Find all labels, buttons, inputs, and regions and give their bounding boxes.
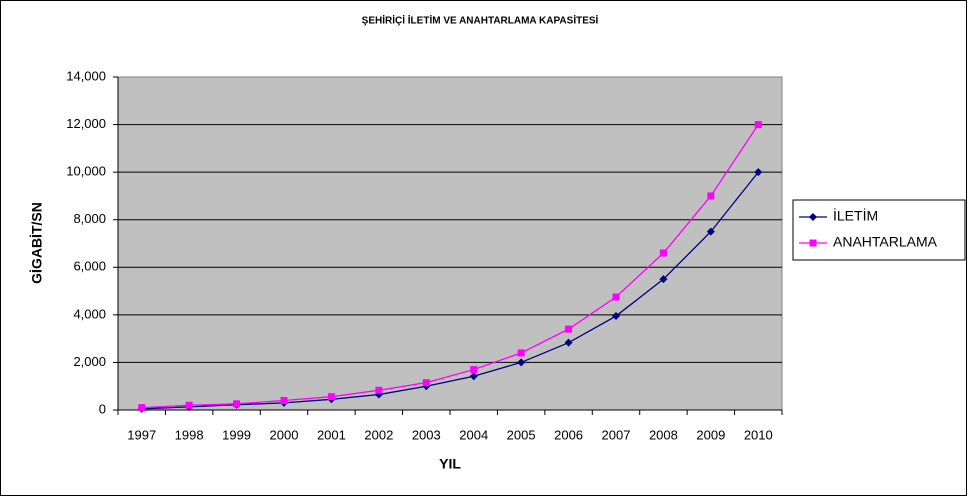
x-tick-label: 2002 [364, 427, 393, 442]
x-tick-label: 2009 [696, 427, 725, 442]
marker [659, 249, 667, 257]
marker [809, 213, 817, 221]
x-axis-label: YIL [439, 456, 461, 472]
marker [517, 358, 526, 367]
marker [612, 293, 620, 301]
x-tick-label: 2001 [317, 427, 346, 442]
x-tick-label: 2007 [602, 427, 631, 442]
x-tick-label: 1997 [127, 427, 156, 442]
y-tick-label: 0 [99, 401, 106, 416]
marker [138, 404, 146, 412]
y-tick-label: 14,000 [66, 68, 106, 83]
x-tick-label: 2005 [507, 427, 536, 442]
plot-area [117, 76, 783, 411]
marker [809, 239, 817, 247]
y-tick-label: 6,000 [73, 259, 106, 274]
marker [327, 393, 335, 401]
x-tick-label: 2010 [744, 427, 773, 442]
y-tick-label: 12,000 [66, 116, 106, 131]
x-tick-label: 2004 [459, 427, 488, 442]
marker [375, 386, 383, 394]
y-tick-label: 2,000 [73, 354, 106, 369]
y-tick-label: 8,000 [73, 211, 106, 226]
x-tick-label: 2000 [270, 427, 299, 442]
x-tick-label: 1999 [222, 427, 251, 442]
marker [422, 379, 430, 387]
marker [564, 338, 573, 347]
series-line [141, 171, 759, 410]
legend-label: ANAHTARLAMA [833, 234, 938, 250]
marker [612, 312, 620, 321]
legend-box [792, 199, 966, 261]
marker [707, 192, 715, 200]
chart-title: ŞEHİRİÇİ İLETİM VE ANAHTARLAMA KAPASİTES… [362, 14, 599, 27]
y-axis-label: GİGABİT/SN [29, 202, 45, 284]
legend-label: İLETİM [833, 207, 878, 224]
marker [469, 372, 478, 381]
x-tick-label: 2003 [412, 427, 441, 442]
marker [517, 349, 525, 357]
marker [706, 227, 715, 236]
marker [565, 325, 573, 333]
marker [280, 396, 288, 404]
marker [754, 168, 763, 177]
x-tick-label: 2008 [649, 427, 678, 442]
marker [233, 400, 241, 408]
marker [470, 366, 478, 374]
y-tick-label: 10,000 [66, 164, 106, 179]
x-tick-label: 2006 [554, 427, 583, 442]
marker [185, 401, 193, 409]
marker [754, 121, 762, 129]
y-tick-label: 4,000 [73, 306, 106, 321]
series-line [141, 124, 759, 409]
x-tick-label: 1998 [175, 427, 204, 442]
marker [659, 275, 668, 284]
